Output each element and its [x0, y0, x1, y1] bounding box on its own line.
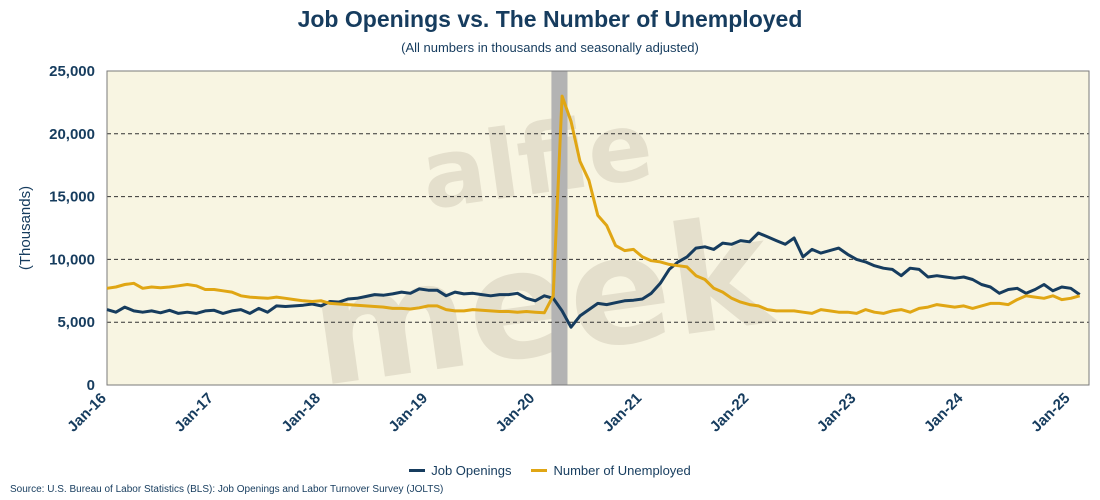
line-chart: alfiemeek05,00010,00015,00020,00025,000J… — [17, 63, 1090, 436]
plot-area — [107, 71, 1089, 385]
x-tick-label: Jan-24 — [921, 389, 967, 435]
legend-label-unemployed: Number of Unemployed — [553, 463, 691, 478]
chart-subtitle: (All numbers in thousands and seasonally… — [401, 40, 699, 55]
legend: Job Openings Number of Unemployed — [0, 463, 1100, 478]
y-tick-label: 0 — [87, 377, 95, 394]
y-tick-label: 20,000 — [49, 126, 95, 143]
legend-swatch-unemployed — [531, 469, 548, 472]
x-tick-label: Jan-23 — [814, 390, 860, 436]
x-tick-label: Jan-16 — [64, 390, 110, 436]
series-line-job-openings — [106, 231, 1081, 329]
y-tick-label: 5,000 — [57, 314, 95, 331]
plot-border — [106, 70, 1090, 386]
source-note: Source: U.S. Bureau of Labor Statistics … — [10, 484, 444, 495]
y-tick-label: 10,000 — [49, 251, 95, 268]
y-axis-label: (Thousands) — [17, 186, 34, 270]
x-tick-label: Jan-21 — [600, 390, 646, 436]
legend-item-job-openings: Job Openings — [409, 463, 511, 478]
x-tick-label: Jan-22 — [707, 390, 753, 436]
y-tick-label: 25,000 — [49, 63, 95, 80]
recession-shading — [551, 71, 568, 385]
series-line-unemployed — [106, 94, 1081, 315]
x-tick-label: Jan-17 — [171, 390, 217, 436]
legend-swatch-job-openings — [409, 469, 426, 472]
chart-title: Job Openings vs. The Number of Unemploye… — [297, 6, 803, 32]
x-tick-label: Jan-18 — [278, 390, 324, 436]
legend-label-job-openings: Job Openings — [431, 463, 512, 478]
legend-item-unemployed: Number of Unemployed — [531, 463, 691, 478]
x-tick-label: Jan-25 — [1028, 390, 1074, 436]
y-tick-label: 15,000 — [49, 189, 95, 206]
